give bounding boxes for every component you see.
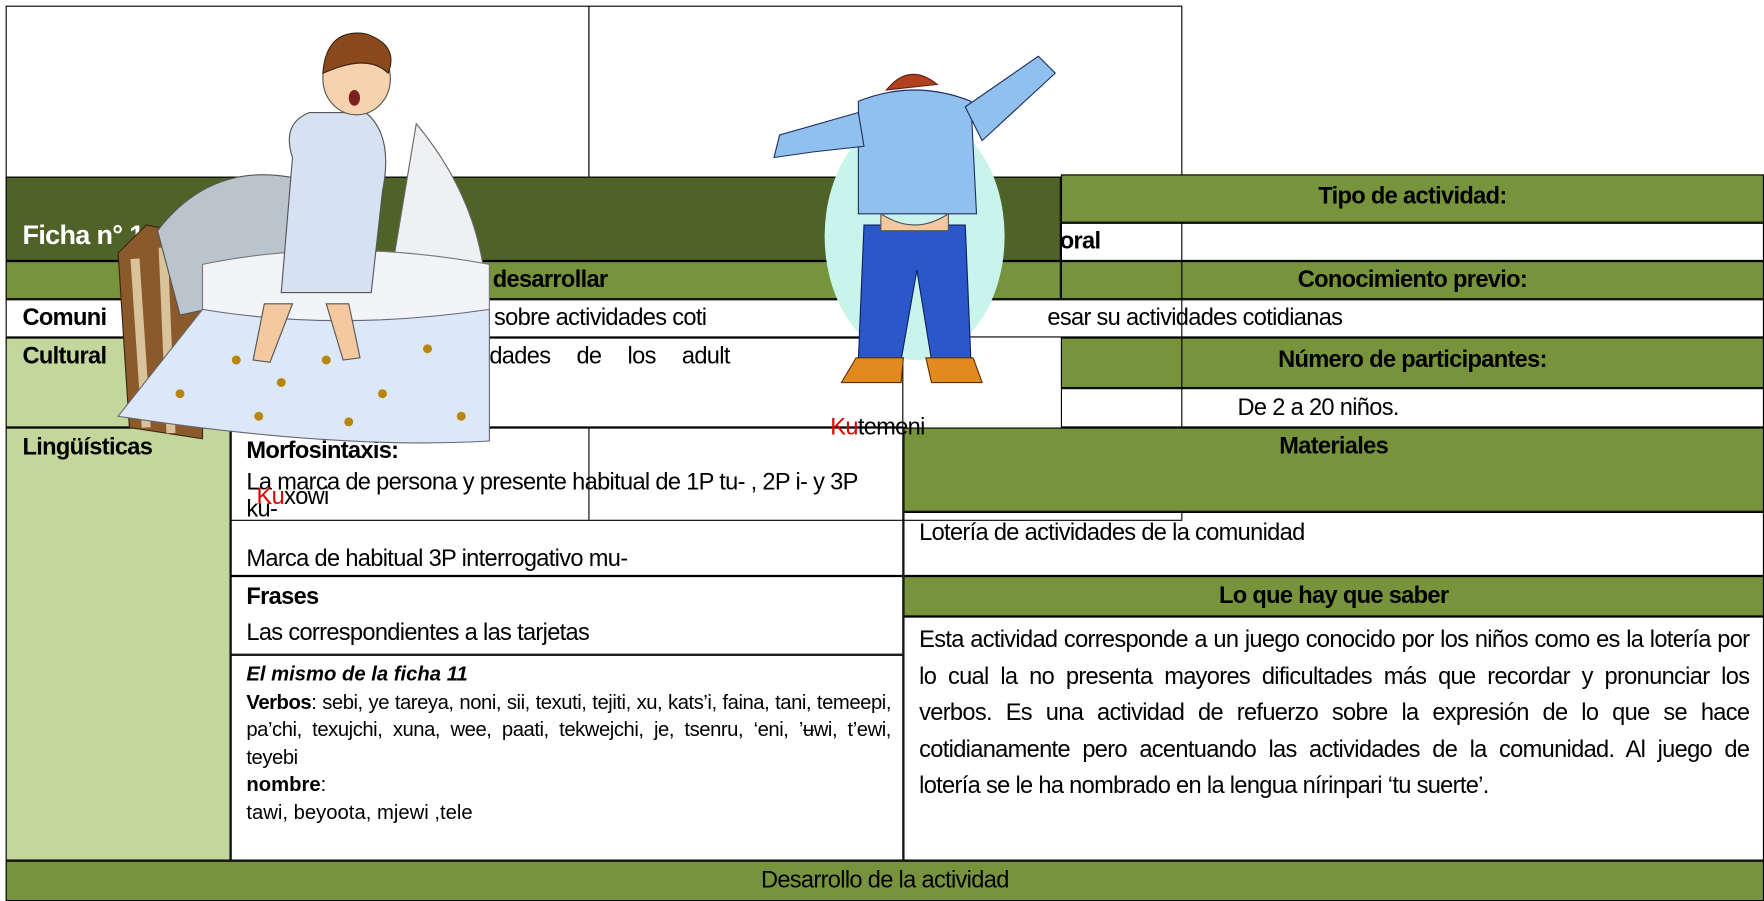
cell: Lotería de actividades de la comunidad: [903, 511, 1764, 576]
rule: [588, 427, 590, 520]
label: nombre: [246, 772, 321, 796]
label: Verbos: [246, 690, 312, 713]
caption: Kutemeni: [830, 414, 926, 441]
cell-title: Frases: [246, 583, 319, 610]
cell-text: De 2 a 20 niños.: [1237, 394, 1400, 421]
row-label: Cultural: [22, 343, 108, 369]
noun-list: tawi, beyoota, mjewi ,tele: [246, 800, 473, 823]
cell-text: Marca de habitual 3P interrogativo mu-: [246, 545, 628, 572]
cell-text: s sobre actividades coti: [477, 304, 707, 331]
row-label: Comuni: [22, 304, 108, 331]
cell-title: Número de participantes:: [1278, 346, 1547, 373]
cell-text: Lotería de actividades de la comunidad: [919, 519, 1305, 546]
cell-text: vidades de los adult: [473, 343, 731, 369]
paragraph: Esta actividad corresponde a un juego co…: [919, 626, 1750, 799]
note: El mismo de la ficha 11: [246, 662, 468, 686]
header-cell: Conocimiento previo:: [1060, 261, 1764, 300]
cell: Esta actividad corresponde a un juego co…: [903, 616, 1764, 861]
cell-text: Las correspondientes a las tarjetas: [246, 619, 590, 646]
cell: oral: [1059, 222, 1764, 261]
header-cell: Materiales: [903, 427, 1764, 512]
header-cell: Lo que hay que saber: [903, 576, 1764, 617]
ficha-title: Ficha n° 1: [22, 220, 145, 251]
cell-text: esar su actividades cotidianas: [1047, 304, 1343, 331]
label-cell: Lingüísticas: [5, 427, 231, 861]
cell-title: desarrollar: [492, 266, 608, 293]
caption-prefix: Ku: [830, 414, 858, 440]
row-label: Lingüísticas: [22, 434, 153, 461]
rule: [230, 519, 1183, 521]
caption-prefix: Ku: [256, 483, 285, 510]
rule: [1181, 222, 1183, 520]
cell: Frases Las correspondientes a las tarjet…: [230, 576, 904, 655]
cell: De 2 a 20 niños.: [1060, 388, 1764, 428]
colon: :: [320, 772, 327, 796]
clipart-waking-boy: [117, 32, 490, 444]
cell-title: Lo que hay que saber: [1218, 582, 1449, 609]
cell-title: Tipo de actividad:: [1318, 183, 1507, 210]
cell: El mismo de la ficha 11 Verbos: sebi, ye…: [230, 654, 904, 861]
cell: vidades de los adult: [230, 337, 904, 428]
cell-title: Conocimiento previo:: [1297, 266, 1528, 293]
cell-text: La marca de persona y presente habitual …: [246, 469, 858, 522]
caption-word: xowi: [284, 483, 329, 510]
verb-list: : sebi, ye tareya, noni, sii, texuti, te…: [246, 690, 891, 768]
header-cell: Tipo de actividad:: [1060, 174, 1764, 223]
clipart-dressing-boy: [773, 55, 1057, 384]
caption-word: temeni: [857, 414, 926, 440]
cell: Morfosintaxis: La marca de persona y pre…: [230, 427, 904, 576]
header-cell: Número de participantes:: [1060, 337, 1764, 389]
cell-text: oral: [1059, 228, 1101, 255]
caption: Kuxowi: [256, 483, 330, 511]
footer-title: Desarrollo de la actividad: [760, 867, 1009, 894]
footer-band: Desarrollo de la actividad: [5, 860, 1764, 901]
cell-title: Materiales: [1279, 433, 1389, 459]
